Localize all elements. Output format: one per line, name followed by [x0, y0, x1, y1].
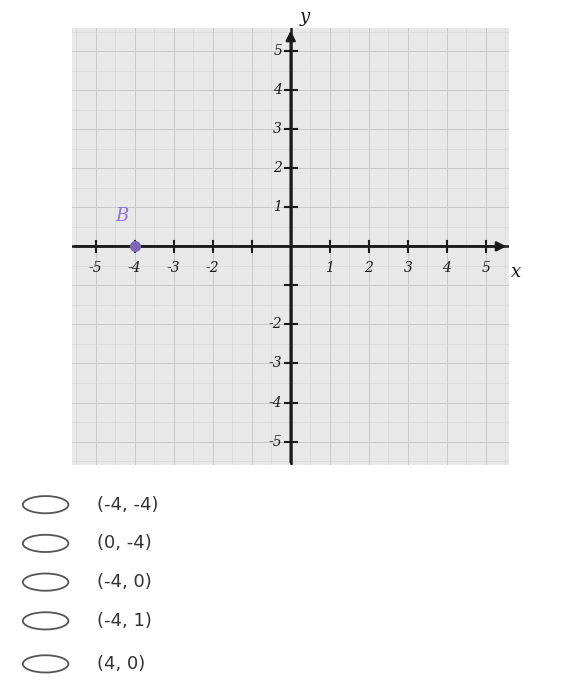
Text: 3: 3 [404, 261, 412, 276]
Text: (-4, -4): (-4, -4) [97, 496, 158, 514]
Text: (0, -4): (0, -4) [97, 534, 152, 552]
Text: 3: 3 [273, 122, 282, 136]
Text: 5: 5 [482, 261, 490, 276]
Text: x: x [511, 263, 522, 281]
Text: (-4, 0): (-4, 0) [97, 573, 152, 591]
Text: B: B [116, 207, 129, 225]
Text: y: y [299, 8, 310, 26]
Text: -4: -4 [128, 261, 141, 276]
Text: 4: 4 [273, 83, 282, 97]
Text: 2: 2 [273, 161, 282, 176]
Text: -3: -3 [268, 357, 282, 371]
Text: (-4, 1): (-4, 1) [97, 612, 152, 630]
Text: (4, 0): (4, 0) [97, 655, 145, 673]
Text: -4: -4 [268, 396, 282, 409]
Text: -2: -2 [206, 261, 219, 276]
Text: 1: 1 [273, 201, 282, 214]
Text: 1: 1 [325, 261, 334, 276]
Text: -3: -3 [167, 261, 180, 276]
Text: -2: -2 [268, 317, 282, 332]
Text: 5: 5 [273, 44, 282, 58]
Text: 4: 4 [442, 261, 451, 276]
Text: -5: -5 [89, 261, 103, 276]
Text: 2: 2 [364, 261, 373, 276]
Text: -5: -5 [268, 434, 282, 448]
